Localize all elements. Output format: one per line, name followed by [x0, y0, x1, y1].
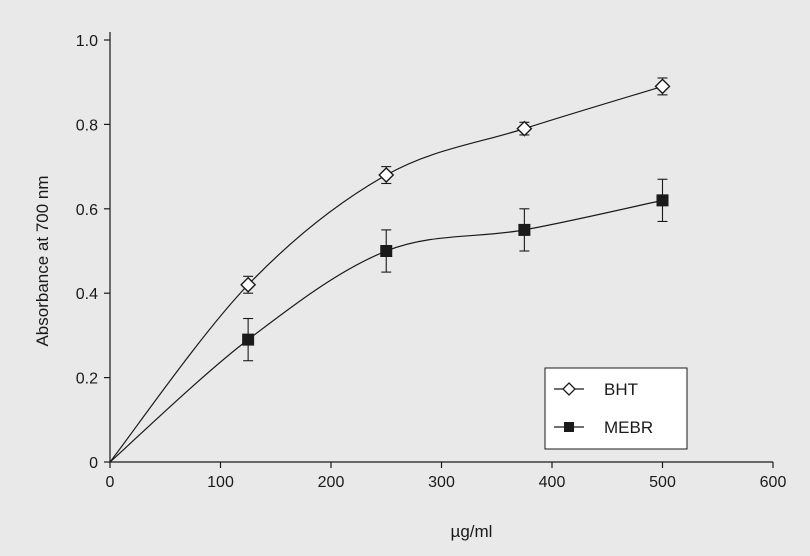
- legend: BHT MEBR: [544, 367, 688, 450]
- data-point-mebr: [242, 333, 255, 346]
- data-point-mebr: [656, 194, 669, 207]
- series-mebr: [109, 178, 669, 463]
- y-tick-label: 1.0: [76, 33, 98, 50]
- series-line-bht: [109, 85, 663, 463]
- x-axis-label: µg/ml: [451, 522, 493, 541]
- legend-item-mebr: MEBR: [554, 418, 653, 437]
- legend-label-bht: BHT: [604, 380, 638, 399]
- x-tick-label: 200: [318, 474, 345, 491]
- x-tick-label: 300: [428, 474, 455, 491]
- data-point-mebr: [518, 223, 531, 236]
- data-point-bht: [516, 120, 533, 137]
- y-tick-label: 0.4: [76, 286, 98, 303]
- data-point-bht: [240, 276, 257, 293]
- y-ticks: 0 0.2 0.4 0.6 0.8 1.0: [76, 33, 110, 472]
- x-tick-label: 400: [539, 474, 566, 491]
- series-bht: [109, 77, 671, 463]
- x-tick-label: 0: [106, 474, 115, 491]
- legend-box: [544, 367, 688, 450]
- x-ticks: 0 100 200 300 400 500 600: [106, 462, 787, 491]
- legend-marker-open-diamond: [562, 382, 576, 396]
- x-tick-label: 600: [760, 474, 787, 491]
- data-point-bht: [654, 78, 671, 95]
- series-layer: [109, 77, 671, 463]
- x-tick-label: 100: [207, 474, 234, 491]
- y-tick-label: 0.6: [76, 202, 98, 219]
- data-point-mebr: [380, 245, 393, 257]
- data-point-bht: [378, 167, 395, 184]
- legend-label-mebr: MEBR: [604, 418, 653, 437]
- y-axis-label: Absorbance at 700 nm: [33, 175, 52, 346]
- legend-item-bht: BHT: [554, 380, 638, 399]
- y-tick-label: 0.2: [76, 371, 98, 388]
- y-tick-label: 0: [89, 455, 98, 472]
- x-tick-label: 500: [649, 474, 676, 491]
- legend-marker-filled-square: [564, 422, 574, 432]
- y-tick-label: 0.8: [76, 117, 98, 134]
